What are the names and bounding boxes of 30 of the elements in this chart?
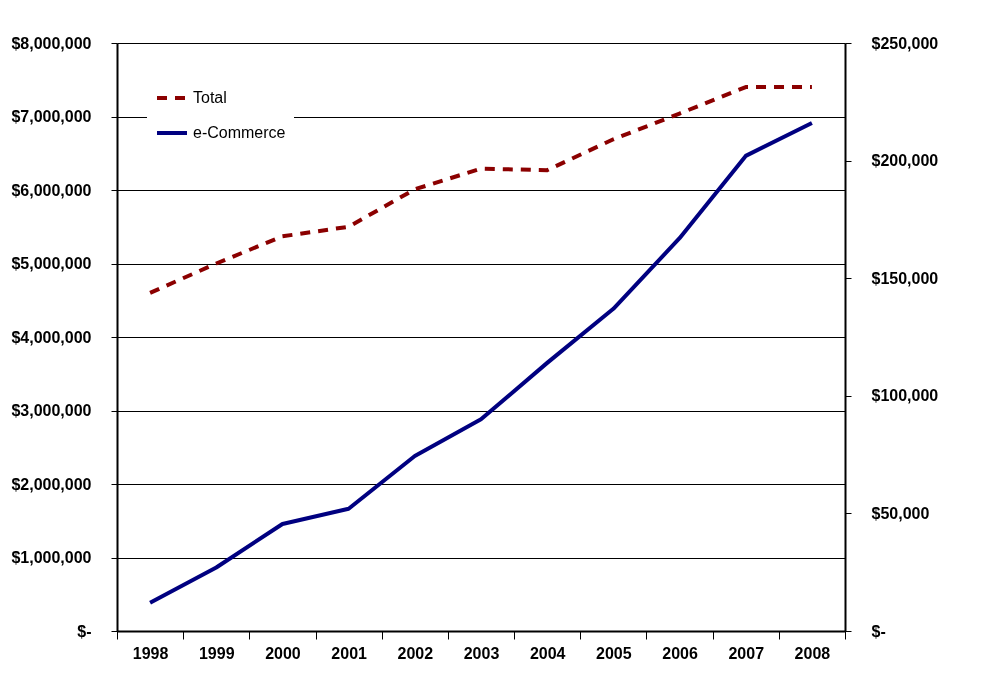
legend-label: e-Commerce bbox=[193, 124, 286, 141]
x-tick-label: 2008 bbox=[794, 644, 831, 662]
y-tick-label: $7,000,000 bbox=[11, 108, 92, 125]
y2-tick-label: $- bbox=[871, 622, 886, 640]
y-tick-label: $8,000,000 bbox=[11, 34, 92, 52]
y2-tick-label: $50,000 bbox=[871, 504, 930, 522]
y-tick-label: $1,000,000 bbox=[11, 549, 92, 566]
x-tick-label: 2004 bbox=[529, 644, 566, 662]
line-series bbox=[148, 85, 814, 295]
x-tick-label: 2006 bbox=[662, 644, 698, 662]
y-tick-label: $4,000,000 bbox=[11, 328, 92, 346]
line-series bbox=[148, 120, 814, 605]
y2-tick-label: $100,000 bbox=[871, 387, 939, 405]
x-tick-label: 2003 bbox=[463, 644, 500, 662]
legend-label: Total bbox=[193, 89, 227, 106]
y-tick-label: $5,000,000 bbox=[11, 255, 92, 272]
y-tick-label: $3,000,000 bbox=[11, 402, 92, 419]
y-tick-label: $2,000,000 bbox=[11, 475, 92, 493]
x-tick-label: 2000 bbox=[265, 644, 301, 662]
y2-tick-label: $200,000 bbox=[871, 152, 939, 170]
x-tick-label: 2007 bbox=[728, 644, 765, 662]
x-tick-label: 1999 bbox=[198, 644, 235, 662]
y2-tick-label: $250,000 bbox=[871, 34, 939, 52]
y2-tick-label: $150,000 bbox=[871, 269, 939, 287]
y-tick-label: $6,000,000 bbox=[11, 181, 92, 199]
x-tick-label: 2002 bbox=[397, 644, 434, 662]
y-tick-label: $- bbox=[77, 622, 92, 640]
x-tick-label: 2005 bbox=[596, 644, 632, 662]
x-tick-label: 2001 bbox=[331, 644, 368, 662]
x-tick-label: 1998 bbox=[132, 644, 169, 662]
